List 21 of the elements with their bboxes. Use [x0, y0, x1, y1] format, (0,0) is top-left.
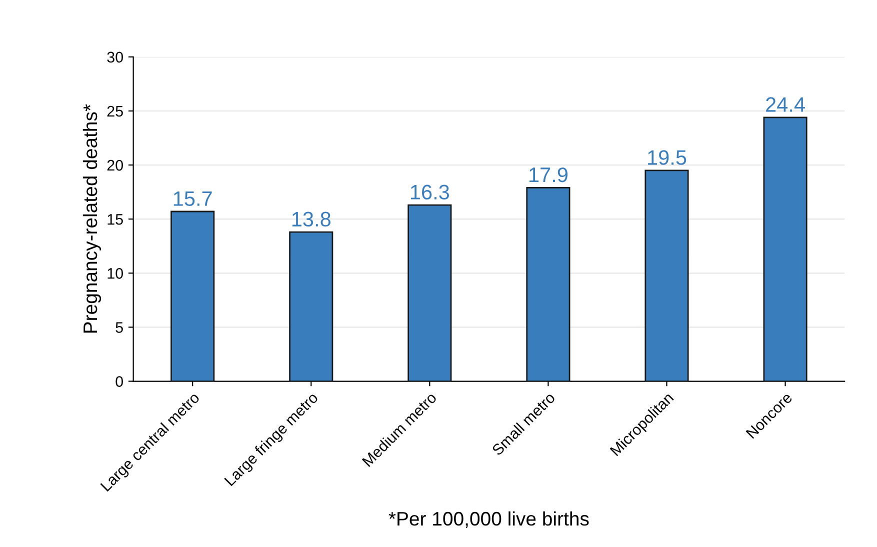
- bar: [170, 210, 215, 382]
- y-axis-title: Pregnancy-related deaths*: [82, 104, 102, 333]
- data-label: 15.7: [174, 191, 212, 206]
- data-label: 24.4: [766, 97, 805, 112]
- bar: [763, 116, 808, 382]
- bar: [526, 187, 570, 382]
- data-label: 16.3: [410, 184, 450, 200]
- y-tick-label: 30: [107, 52, 123, 63]
- bar: [408, 204, 452, 382]
- y-tick-label: 20: [107, 160, 123, 171]
- data-label: 17.9: [530, 167, 568, 182]
- bar: [289, 231, 334, 382]
- x-axis-title: *Per 100,000 live births: [388, 511, 589, 528]
- data-label: 13.8: [292, 212, 330, 227]
- y-tick-label: 25: [107, 106, 123, 117]
- y-tick-label: 0: [116, 376, 123, 387]
- y-tick-label: 15: [108, 214, 123, 225]
- data-label: 19.5: [648, 150, 686, 165]
- y-tick-label: 5: [116, 322, 123, 333]
- bar: [644, 170, 689, 382]
- y-tick-label: 10: [108, 268, 123, 279]
